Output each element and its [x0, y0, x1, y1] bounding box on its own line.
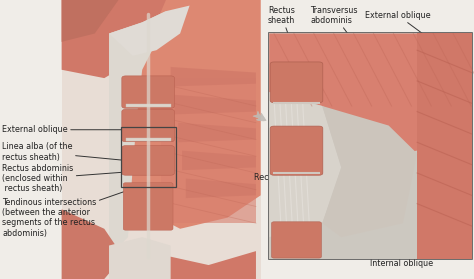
Polygon shape: [62, 0, 261, 279]
Polygon shape: [109, 11, 166, 257]
FancyBboxPatch shape: [270, 62, 323, 103]
Text: Tendinous intersections
(between the anterior
segments of the rectus
abdominis): Tendinous intersections (between the ant…: [2, 191, 126, 238]
Polygon shape: [62, 0, 166, 78]
Polygon shape: [123, 0, 261, 229]
Polygon shape: [178, 123, 256, 142]
Polygon shape: [62, 209, 123, 279]
Text: Rectus
sheath: Rectus sheath: [268, 6, 295, 47]
Polygon shape: [171, 67, 256, 86]
Polygon shape: [109, 237, 171, 279]
Polygon shape: [269, 33, 472, 153]
Bar: [126, 138, 171, 141]
Bar: [269, 33, 472, 259]
Polygon shape: [322, 106, 417, 237]
Polygon shape: [186, 179, 256, 198]
Text: Rectus abdominis
(enclosed within
 rectus sheath): Rectus abdominis (enclosed within rectus…: [2, 164, 132, 193]
Polygon shape: [269, 92, 341, 237]
FancyBboxPatch shape: [122, 146, 174, 175]
FancyArrowPatch shape: [253, 111, 266, 121]
FancyBboxPatch shape: [270, 126, 323, 175]
Polygon shape: [174, 95, 256, 114]
Text: External oblique: External oblique: [365, 11, 453, 56]
Bar: [269, 33, 472, 259]
Polygon shape: [182, 151, 256, 170]
FancyBboxPatch shape: [123, 183, 173, 230]
Polygon shape: [62, 0, 118, 42]
Text: External oblique: External oblique: [2, 125, 146, 134]
Bar: [126, 104, 171, 107]
Text: Aponeurosis of
internal oblique: Aponeurosis of internal oblique: [284, 180, 347, 233]
Text: Internal oblique: Internal oblique: [370, 227, 451, 268]
Bar: [121, 127, 176, 187]
Polygon shape: [109, 6, 190, 56]
Polygon shape: [137, 251, 256, 279]
Polygon shape: [161, 78, 256, 223]
Text: Rectus abdominis: Rectus abdominis: [254, 151, 325, 182]
Text: Linea alba (of the
rectus sheath): Linea alba (of the rectus sheath): [2, 142, 126, 162]
Text: Transversus
abdominis: Transversus abdominis: [310, 6, 374, 70]
Polygon shape: [417, 33, 472, 259]
FancyBboxPatch shape: [272, 222, 321, 258]
FancyBboxPatch shape: [122, 76, 174, 108]
FancyBboxPatch shape: [122, 109, 174, 142]
